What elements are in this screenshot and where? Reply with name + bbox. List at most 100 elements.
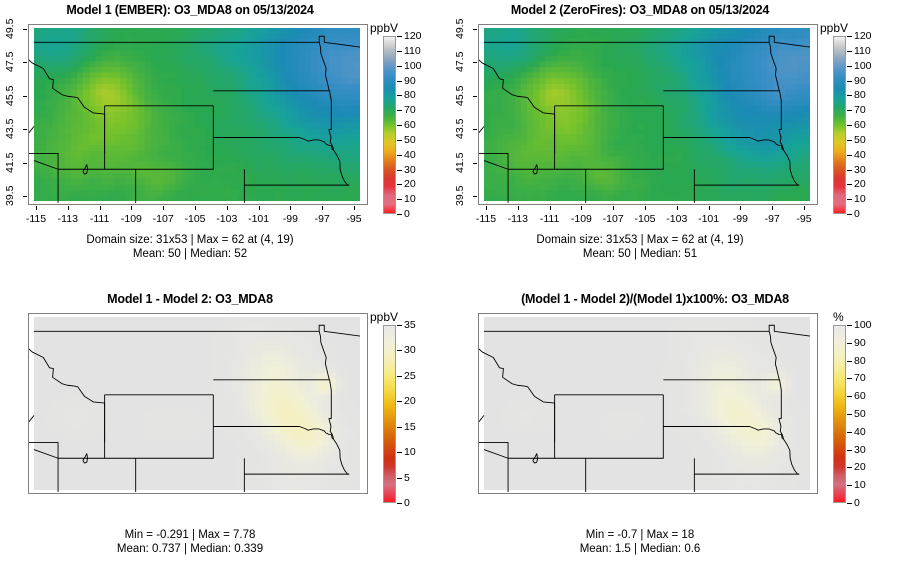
colorbar-tick-mark <box>397 350 402 352</box>
y-tick-mark <box>23 196 27 197</box>
colorbar-tick-mark <box>397 154 402 156</box>
colorbar-tick-label: 20 <box>854 461 866 474</box>
colorbar-tick-label: 35 <box>404 319 416 331</box>
stats-line2: Mean: 50 | Median: 52 <box>132 248 248 260</box>
colorbar-tick-mark <box>847 65 852 67</box>
colorbar-tick-mark <box>847 342 852 344</box>
y-tick-label: 43.5 <box>4 118 16 140</box>
x-tick-mark <box>99 206 101 210</box>
colorbar-tick-label: 30 <box>854 163 866 176</box>
y-tick-label: 41.5 <box>4 152 16 173</box>
x-tick-label: -107 <box>602 213 624 225</box>
y-tick-label: 47.5 <box>454 52 466 73</box>
colorbar-tick-mark <box>847 199 852 201</box>
colorbar-gradient <box>383 36 396 214</box>
panel-title-percent-difference: (Model 1 - Model 2)/(Model 1)x100%: O3_M… <box>521 292 789 306</box>
panel-title-model2: Model 2 (ZeroFires): O3_MDA8 on 05/13/20… <box>510 3 770 17</box>
x-tick-mark <box>740 206 742 210</box>
colorbar-unit-label: ppbV <box>820 21 849 35</box>
x-tick-mark <box>613 206 615 210</box>
colorbar-tick-mark <box>847 396 852 398</box>
colorbar-tick-mark <box>397 50 402 52</box>
x-tick-label: -101 <box>698 213 720 225</box>
colorbar-unit-label: ppbV <box>370 310 399 324</box>
x-tick-label: -95 <box>346 213 362 225</box>
colorbar-tick-label: 30 <box>404 163 416 176</box>
stats-line1: Min = -0.7 | Max = 18 <box>585 529 695 541</box>
x-tick-label: -109 <box>120 213 142 225</box>
colorbar-tick-label: 15 <box>404 420 416 433</box>
map-plot-model1 <box>28 24 368 205</box>
colorbar-tick-label: 90 <box>854 336 866 349</box>
colorbar-tick-mark <box>397 169 402 171</box>
colorbar-tick-mark <box>847 95 852 97</box>
x-tick-label: -115 <box>25 213 47 225</box>
colorbar-tick-mark <box>847 110 852 112</box>
x-tick-mark <box>581 206 583 210</box>
colorbar-tick-label: 0 <box>854 497 860 509</box>
colorbar-tick-mark <box>847 431 852 433</box>
colorbar-tick-mark <box>847 184 852 186</box>
colorbar-tick-label: 30 <box>404 344 416 357</box>
colorbar-tick-mark <box>397 36 402 37</box>
colorbar-tick-mark <box>847 378 852 380</box>
x-tick-mark <box>645 206 646 210</box>
colorbar-tick-label: 100 <box>854 59 872 72</box>
stats-difference: Min = -0.291 | Max = 7.78 Mean: 0.737 | M… <box>0 528 390 556</box>
colorbar-tick-mark <box>397 125 402 126</box>
stats-line2: Mean: 50 | Median: 51 <box>582 248 698 260</box>
map-plot-difference <box>28 313 368 494</box>
y-tick-label: 41.5 <box>454 152 466 173</box>
colorbar-tick-label: 40 <box>854 425 866 438</box>
colorbar-unit-label: ppbV <box>370 21 399 35</box>
colorbar-tick-label: 20 <box>404 178 416 191</box>
stats-line1: Domain size: 31x53 | Max = 62 at (4, 19) <box>86 234 294 246</box>
colorbar-tick-mark <box>397 95 402 97</box>
colorbar-tick-label: 20 <box>854 178 866 191</box>
x-tick-mark <box>226 206 228 210</box>
colorbar-tick-label: 25 <box>404 369 416 382</box>
colorbar-tick-label: 10 <box>854 479 866 492</box>
colorbar-tick-label: 110 <box>404 44 421 57</box>
stats-percent-difference: Min = -0.7 | Max = 18 Mean: 1.5 | Median:… <box>440 528 840 556</box>
colorbar-tick-mark <box>397 110 402 112</box>
x-tick-mark <box>163 206 165 210</box>
y-tick-label: 49.5 <box>4 18 16 40</box>
colorbar-tick-mark <box>397 477 402 479</box>
x-tick-label: -111 <box>539 213 560 225</box>
colorbar-tick-label: 70 <box>854 104 866 117</box>
map-plot-percent-difference <box>478 313 818 494</box>
x-tick-label: -103 <box>666 213 688 225</box>
stats-line1: Domain size: 31x53 | Max = 62 at (4, 19) <box>536 234 744 246</box>
colorbar-tick-mark <box>397 503 402 504</box>
colorbar-unit-label: % <box>833 310 844 324</box>
colorbar-tick-label: 0 <box>404 208 410 220</box>
x-tick-label: -107 <box>152 213 174 225</box>
colorbar-tick-label: 100 <box>854 319 872 331</box>
x-tick-mark <box>195 206 196 210</box>
colorbar-tick-label: 90 <box>854 74 866 87</box>
colorbar-tick-mark <box>847 80 852 82</box>
colorbar-tick-label: 100 <box>404 59 422 72</box>
panel-title-model1: Model 1 (EMBER): O3_MDA8 on 05/13/2024 <box>66 3 314 17</box>
x-tick-label: -109 <box>570 213 592 225</box>
y-tick-label: 45.5 <box>4 85 16 107</box>
colorbar-tick-label: 40 <box>404 148 416 161</box>
x-tick-mark <box>67 206 69 210</box>
stats-line2: Mean: 1.5 | Median: 0.6 <box>579 543 701 555</box>
x-tick-mark <box>772 206 774 210</box>
colorbar-tick-mark <box>397 199 402 201</box>
x-tick-mark <box>258 206 260 210</box>
y-tick-mark <box>473 162 477 164</box>
colorbar-tick-mark <box>847 503 852 504</box>
colorbar-tick-mark <box>847 414 852 415</box>
x-tick-mark <box>676 206 678 210</box>
colorbar-gradient <box>833 36 846 214</box>
panel-percent-difference: (Model 1 - Model 2)/(Model 1)x100%: O3_M… <box>450 289 900 579</box>
colorbar-tick-mark <box>397 184 402 186</box>
colorbar-tick-mark <box>847 325 852 326</box>
colorbar-tick-label: 80 <box>854 89 866 102</box>
colorbar-tick-label: 0 <box>404 497 410 509</box>
y-tick-mark <box>473 129 477 131</box>
colorbar-tick-label: 110 <box>854 44 871 57</box>
